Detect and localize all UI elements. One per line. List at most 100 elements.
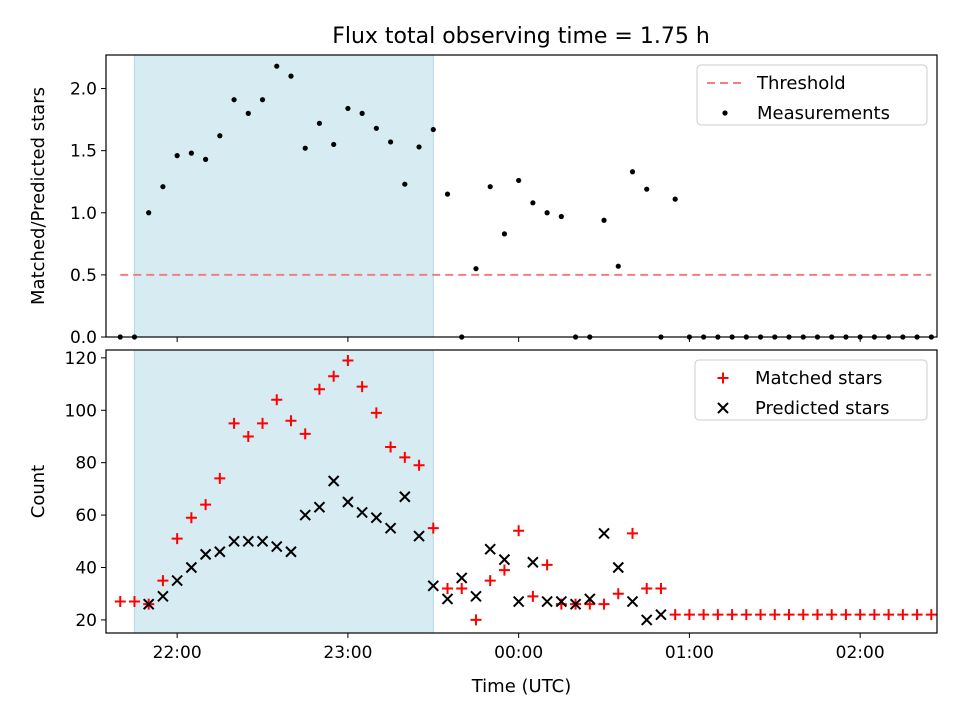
predicted-point	[498, 553, 511, 566]
predicted-point	[327, 475, 340, 487]
matched-point	[399, 451, 411, 463]
measurement-point	[430, 126, 436, 133]
matched-point	[811, 609, 823, 621]
matched-point	[242, 430, 254, 442]
y-tick-label: 60	[75, 506, 97, 526]
matched-point	[598, 598, 610, 610]
legend: Threshold Measurements	[696, 64, 928, 126]
predicted-point	[569, 598, 582, 610]
matched-point	[712, 609, 724, 621]
matched-point	[228, 417, 240, 429]
measurement-point	[160, 184, 166, 190]
y-tick-label: 20	[75, 611, 97, 631]
measurement-point	[601, 217, 607, 223]
measurement-point	[473, 266, 479, 272]
matched-point	[840, 609, 852, 621]
matched-point	[868, 609, 880, 621]
predicted-point	[470, 590, 482, 603]
predicted-point	[157, 590, 169, 603]
matched-point	[299, 428, 311, 440]
legend-label: Matched stars	[755, 368, 882, 389]
y-tick-label: 0.0	[70, 328, 97, 348]
legend-label: Threshold	[756, 73, 846, 94]
predicted-point	[356, 506, 368, 519]
predicted-point	[541, 595, 553, 608]
predicted-point	[626, 595, 639, 608]
measurement-point	[501, 231, 508, 237]
series-predicted-stars	[142, 475, 667, 626]
matched-point	[854, 609, 866, 621]
y-tick-label: 2.0	[70, 80, 97, 100]
predicted-point	[185, 561, 198, 574]
measurement-point	[672, 196, 678, 202]
measurement-point	[359, 110, 365, 116]
measurement-point	[146, 210, 152, 216]
matched-point	[257, 417, 269, 429]
x-tick-label: 02:00	[836, 643, 885, 663]
measurement-point	[203, 156, 209, 162]
y-axis-label: Count	[28, 465, 49, 518]
y-tick-label: 1.5	[70, 142, 97, 162]
matched-point	[442, 582, 454, 594]
matched-point	[470, 614, 482, 626]
measurement-point	[174, 153, 180, 159]
matched-point	[584, 598, 596, 610]
y-tick-label: 100	[65, 401, 97, 421]
x-tick-label: 00:00	[494, 643, 543, 663]
top-panel: 0.0 0.5 1.0 1.5 2.0 Matched/Predicted stars Th…	[28, 54, 938, 348]
matched-point	[626, 527, 638, 539]
matched-point	[541, 559, 553, 571]
measurement-point	[274, 63, 280, 69]
predicted-point	[655, 608, 667, 621]
matched-point	[911, 609, 923, 621]
legend-label: Predicted stars	[755, 398, 889, 419]
measurement-point	[331, 141, 337, 148]
matched-point	[342, 354, 354, 366]
measurement-point	[316, 120, 323, 126]
predicted-point	[228, 535, 240, 547]
axes-frame	[105, 349, 938, 634]
matched-point	[171, 533, 183, 545]
measurement-point	[188, 150, 194, 156]
predicted-point	[555, 595, 568, 608]
measurement-point	[231, 97, 237, 103]
measurement-point	[345, 105, 351, 112]
matched-point	[897, 609, 909, 621]
matched-point	[484, 575, 496, 587]
predicted-point	[598, 527, 610, 540]
predicted-point	[142, 598, 155, 610]
matched-point	[726, 609, 738, 621]
matched-point	[114, 596, 126, 608]
predicted-point	[242, 535, 255, 547]
matched-point	[498, 564, 510, 576]
matched-point	[356, 381, 368, 393]
legend-box	[696, 64, 928, 126]
matched-point	[769, 609, 781, 621]
matched-point	[370, 407, 382, 419]
matched-point	[200, 499, 212, 511]
matched-point	[157, 575, 169, 587]
legend-box	[694, 359, 928, 421]
y-tick-label: 0.5	[70, 266, 97, 286]
y-axis-label: Matched/Predicted stars	[28, 87, 49, 305]
measurement-point	[373, 125, 379, 131]
matched-point	[698, 609, 710, 621]
y-tick-label: 1.0	[70, 204, 97, 224]
matched-point	[826, 609, 838, 621]
predicted-point	[199, 548, 212, 561]
matched-point	[740, 609, 752, 621]
predicted-point	[342, 496, 354, 508]
legend-marker-predicted	[717, 402, 729, 414]
predicted-point	[313, 501, 326, 513]
matched-point	[527, 590, 539, 602]
predicted-point	[271, 540, 283, 553]
measurement-point	[217, 133, 223, 139]
y-tick-label: 80	[75, 454, 97, 474]
matched-point	[285, 415, 297, 427]
x-tick-label: 22:00	[153, 643, 202, 663]
measurement-point	[558, 213, 564, 220]
legend-marker-measurements	[722, 110, 728, 116]
y-tick-label: 40	[75, 558, 97, 578]
chart-title: Flux total observing time = 1.75 h	[332, 24, 710, 49]
